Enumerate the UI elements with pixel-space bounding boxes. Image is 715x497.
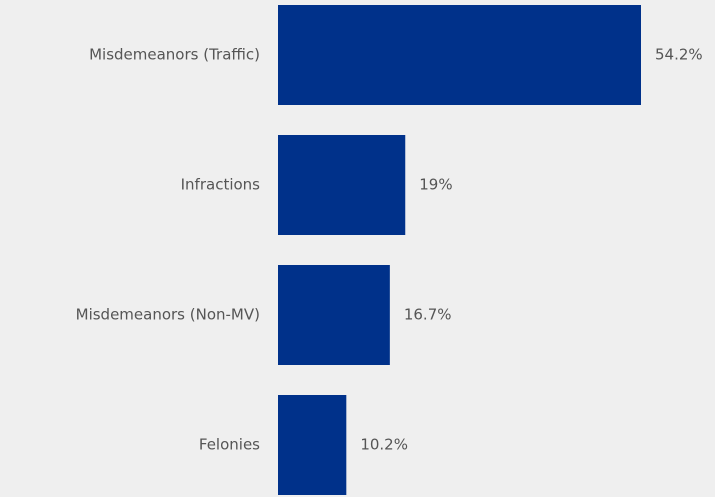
category-label: Felonies xyxy=(199,436,260,454)
value-label: 10.2% xyxy=(360,436,408,454)
bar xyxy=(278,265,390,365)
category-label: Infractions xyxy=(181,176,261,194)
bar xyxy=(278,5,641,105)
category-label: Misdemeanors (Non-MV) xyxy=(76,306,260,324)
value-label: 19% xyxy=(419,176,452,194)
bar xyxy=(278,395,347,495)
value-label: 16.7% xyxy=(404,306,452,324)
category-label: Misdemeanors (Traffic) xyxy=(89,46,260,64)
bar xyxy=(278,135,406,235)
value-label: 54.2% xyxy=(655,46,703,64)
